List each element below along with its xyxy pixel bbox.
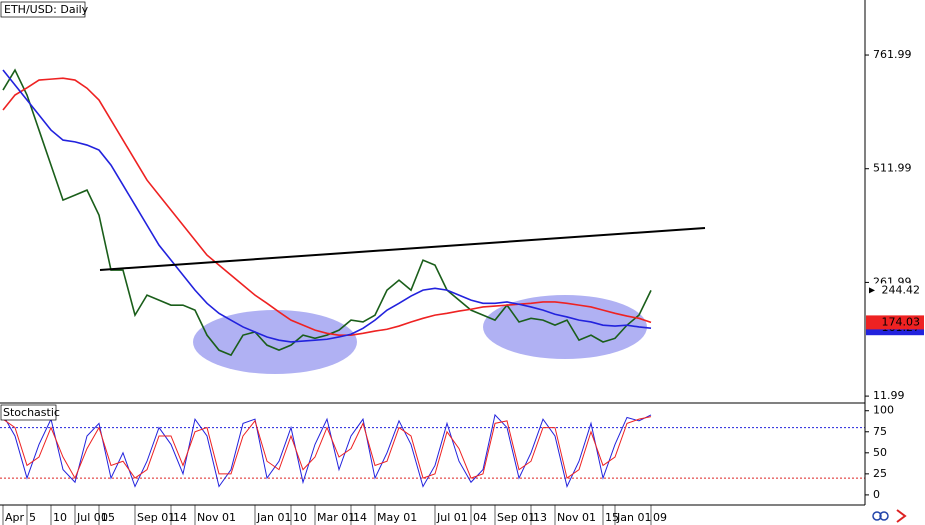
series-line	[2, 77, 652, 336]
series-line	[2, 413, 652, 488]
title-box	[0, 404, 57, 421]
link-icon[interactable]	[872, 511, 882, 521]
price-tag-arrow	[869, 287, 875, 294]
series-line	[2, 69, 652, 343]
arrow-icon[interactable]	[896, 509, 907, 523]
x-tick-label: Nov 01	[557, 511, 596, 524]
y-tick-label: 761.99	[873, 48, 912, 61]
price-tag	[866, 315, 924, 330]
x-tick-label: 5	[29, 511, 36, 524]
x-tick-label: Jul 01	[76, 511, 108, 524]
x-tick-label: 10	[293, 511, 307, 524]
y-tick-label: 511.99	[873, 162, 912, 175]
series-line	[2, 416, 652, 480]
toolbar-icons[interactable]	[872, 509, 907, 523]
highlight-ellipse	[193, 310, 357, 374]
link-icon[interactable]	[879, 511, 889, 521]
x-tick-label: 14	[173, 511, 187, 524]
x-tick-label: 15	[605, 511, 619, 524]
x-tick-label: Apr	[5, 511, 25, 524]
x-tick-label: Jul 01	[436, 511, 468, 524]
x-tick-label: Jan 01	[256, 511, 291, 524]
y-tick-label: 75	[873, 425, 887, 438]
x-tick-label: Jan 01	[616, 511, 651, 524]
x-tick-label: Sep 01	[137, 511, 175, 524]
x-tick-label: 05	[101, 511, 115, 524]
y-tick-label: 11.99	[873, 389, 905, 402]
chart-title: ETH/USD: Daily	[4, 3, 89, 16]
price-tag	[866, 283, 924, 298]
y-tick-label: 100	[873, 404, 894, 417]
x-tick-label: 13	[533, 511, 547, 524]
x-tick-label: 09	[653, 511, 667, 524]
x-tick-label: 14	[353, 511, 367, 524]
y-tick-label: 25	[873, 467, 887, 480]
x-tick-label: Nov 01	[197, 511, 236, 524]
x-tick-label: Sep 01	[497, 511, 535, 524]
x-tick-label: May 01	[377, 511, 417, 524]
price-tag-label: 174.03	[882, 315, 921, 328]
x-tick-label: 10	[53, 511, 67, 524]
title-box	[0, 1, 86, 18]
trend-line	[99, 227, 706, 271]
x-tick-label: Mar 01	[317, 511, 355, 524]
panel-title: Stochastic	[3, 406, 60, 419]
x-tick-label: 04	[473, 511, 487, 524]
y-tick-label: 0	[873, 488, 880, 501]
price-tag-label: 244.42	[882, 283, 921, 296]
y-tick-label: 50	[873, 446, 887, 459]
